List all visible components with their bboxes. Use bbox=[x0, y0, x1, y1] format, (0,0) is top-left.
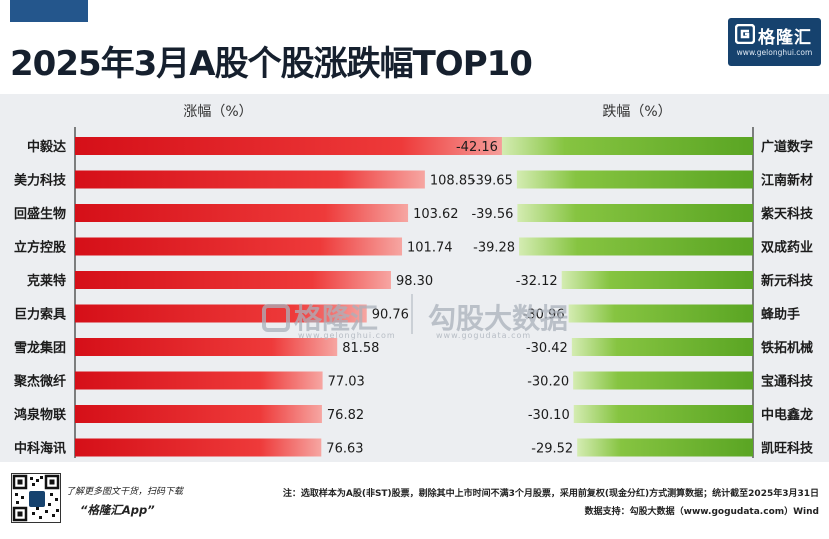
gain-value-label: 98.30 bbox=[396, 274, 433, 289]
loss-category-label: 宝通科技 bbox=[761, 374, 814, 390]
gain-category-label: 巨力索具 bbox=[14, 307, 66, 323]
gain-category-label: 美力科技 bbox=[14, 173, 67, 189]
watermark-left-name: 格隆汇 bbox=[294, 302, 379, 335]
loss-axis-label: 跌幅（%） bbox=[602, 104, 671, 120]
loss-value-label: -39.56 bbox=[471, 207, 513, 222]
gain-value-label: 101.74 bbox=[407, 241, 453, 256]
gain-series: 中毅达135.41美力科技108.85回盛生物103.62立方控股101.74克… bbox=[13, 127, 561, 458]
gain-category-label: 中毅达 bbox=[27, 139, 66, 155]
gain-value-label: 77.03 bbox=[328, 375, 365, 390]
gain-category-label: 中科海讯 bbox=[14, 441, 66, 457]
gain-category-label: 聚杰微纤 bbox=[13, 374, 66, 390]
watermark-divider bbox=[411, 294, 413, 334]
gain-value-label: 103.62 bbox=[413, 207, 459, 222]
loss-value-label: -42.16 bbox=[456, 140, 498, 155]
qr-logo-icon bbox=[29, 491, 45, 507]
gain-category-label: 立方控股 bbox=[14, 240, 66, 256]
logo-g-icon bbox=[735, 24, 755, 44]
gain-category-label: 雪龙集团 bbox=[14, 340, 66, 356]
gain-bar bbox=[75, 170, 425, 189]
gain-bar bbox=[75, 304, 367, 323]
loss-bar bbox=[568, 304, 753, 323]
qr-code[interactable] bbox=[11, 473, 61, 523]
loss-value-label: -30.10 bbox=[528, 408, 570, 423]
qr-caption: 了解更多图文干货，扫码下载 bbox=[66, 487, 184, 497]
loss-category-label: 新元科技 bbox=[761, 273, 814, 289]
page-title: 2025年3月A股个股涨跌幅TOP10 bbox=[10, 44, 533, 84]
loss-series: -42.16 广道数字 -39.65 江南新材 -39.56 紫天科技 -39.28 双成药业… bbox=[456, 127, 814, 458]
loss-category-label: 凯旺科技 bbox=[761, 441, 814, 457]
gain-value-label: 76.82 bbox=[327, 408, 364, 423]
loss-category-label: 广道数字 bbox=[761, 139, 813, 155]
loss-bar bbox=[517, 204, 753, 222]
logo-url: www.gelonghui.com bbox=[736, 48, 813, 57]
gain-category-label: 克莱特 bbox=[27, 273, 66, 289]
watermark-logo-icon bbox=[262, 304, 290, 332]
gain-value-label: 76.63 bbox=[326, 442, 363, 457]
loss-bar bbox=[516, 170, 753, 189]
loss-category-label: 江南新材 bbox=[761, 173, 813, 189]
loss-bar bbox=[561, 271, 753, 289]
watermark-gogudata: 勾股大数据 bbox=[428, 302, 569, 335]
loss-value-label: -39.28 bbox=[473, 241, 515, 256]
gain-bar bbox=[75, 338, 338, 356]
gain-bar bbox=[75, 438, 322, 457]
loss-bar bbox=[501, 137, 753, 155]
watermark-left-url: www.gelonghui.com bbox=[298, 331, 396, 340]
brand-logo: 格隆汇 www.gelonghui.com bbox=[728, 18, 821, 66]
loss-bar bbox=[577, 438, 753, 457]
data-source: 数据支持：勾股大数据（www.gogudata.com）Wind bbox=[584, 507, 819, 517]
loss-value-label: -30.96 bbox=[523, 308, 565, 323]
loss-category-label: 蜂助手 bbox=[761, 307, 800, 323]
loss-bar bbox=[571, 338, 753, 356]
gain-value-label: 108.85 bbox=[430, 174, 476, 189]
watermark-right-url: www.gogudata.com bbox=[436, 331, 532, 340]
gain-value-label: 81.58 bbox=[342, 341, 379, 356]
loss-value-label: -30.42 bbox=[526, 341, 568, 356]
gain-bar bbox=[75, 237, 403, 256]
loss-category-label: 紫天科技 bbox=[761, 206, 814, 222]
footer: 了解更多图文干货，扫码下载 “格隆汇App” 注：选取样本为A股(非ST)股票，… bbox=[0, 464, 829, 539]
gain-bar bbox=[75, 371, 323, 390]
gain-bar bbox=[75, 204, 409, 222]
loss-bar bbox=[573, 405, 753, 423]
gain-axis-label: 涨幅（%） bbox=[183, 104, 252, 120]
loss-category-label: 双成药业 bbox=[761, 240, 813, 256]
loss-bar bbox=[519, 237, 753, 256]
loss-category-label: 铁拓机械 bbox=[760, 340, 813, 356]
corner-accent bbox=[10, 0, 88, 22]
loss-category-label: 中电鑫龙 bbox=[761, 407, 813, 423]
gain-bar bbox=[75, 271, 391, 289]
loss-value-label: -32.12 bbox=[516, 274, 558, 289]
loss-value-label: -29.52 bbox=[531, 442, 573, 457]
gain-category-label: 鸿泉物联 bbox=[14, 407, 66, 423]
qr-pattern-icon bbox=[12, 474, 60, 522]
gain-value-label: 90.76 bbox=[372, 308, 409, 323]
footnote: 注：选取样本为A股(非ST)股票，剔除其中上市时间不满3个月股票，采用前复权(现… bbox=[282, 489, 819, 499]
loss-value-label: -30.20 bbox=[527, 375, 569, 390]
loss-bar bbox=[573, 371, 753, 390]
watermark-gelonghui: 格隆汇 bbox=[262, 297, 378, 337]
gain-bar bbox=[75, 405, 322, 423]
gain-loss-chart: 涨幅（%） 跌幅（%） 中毅达135.41美力科技108.85回盛生物103.6… bbox=[0, 94, 829, 462]
loss-value-label: -39.65 bbox=[471, 174, 513, 189]
logo-name: 格隆汇 bbox=[758, 28, 812, 48]
gain-bar bbox=[75, 137, 511, 155]
app-name: “格隆汇App” bbox=[80, 503, 155, 517]
gain-category-label: 回盛生物 bbox=[14, 206, 66, 222]
